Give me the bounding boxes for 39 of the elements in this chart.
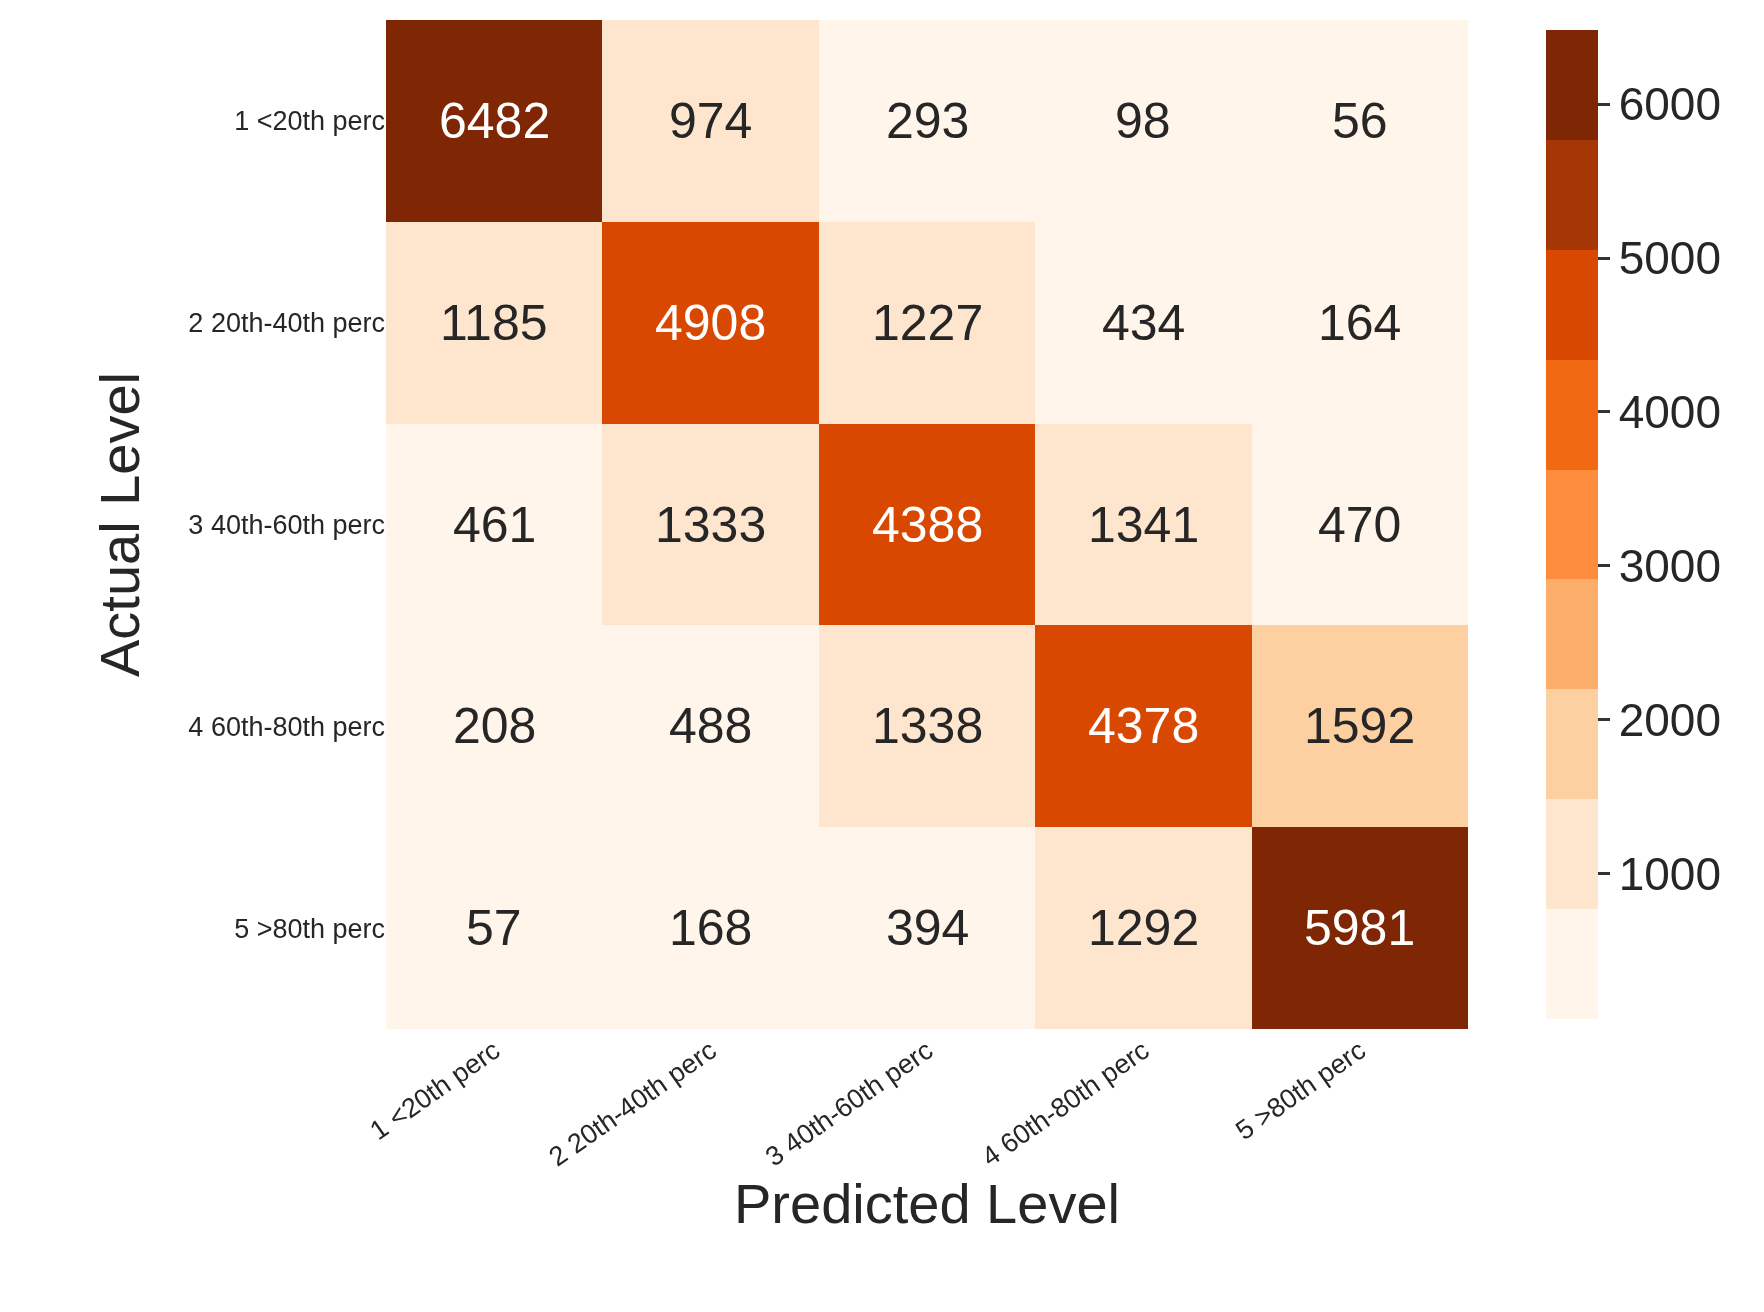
x-axis-title: Predicted Level (733, 1172, 1121, 1236)
y-tick-label: 2 20th-40th perc (188, 308, 385, 339)
data-label: 1338 (872, 698, 984, 754)
color-bar-label: 6000 (1618, 78, 1722, 131)
data-label: 434 (1102, 295, 1186, 351)
data-label: 208 (453, 698, 537, 754)
color-bar-label: 2000 (1618, 693, 1722, 746)
data-label: 394 (886, 900, 970, 956)
data-label: 1592 (1304, 698, 1416, 754)
data-label: 1333 (655, 497, 767, 553)
data-label: 57 (466, 900, 522, 956)
data-label: 1185 (440, 295, 548, 351)
data-label: 164 (1318, 295, 1402, 351)
data-label: 1227 (872, 295, 984, 351)
data-label: 4378 (1088, 698, 1200, 754)
y-tick-label: 4 60th-80th perc (188, 711, 385, 742)
data-label: 98 (1115, 93, 1171, 149)
data-label: 5981 (1304, 900, 1416, 956)
data-label: 56 (1332, 93, 1388, 149)
color-bar-label: 4000 (1618, 386, 1722, 439)
data-label: 293 (886, 93, 970, 149)
data-label: 470 (1318, 497, 1402, 553)
data-label: 1292 (1088, 900, 1200, 956)
data-label: 1341 (1088, 497, 1200, 553)
data-label: 461 (453, 497, 537, 553)
data-label: 168 (669, 900, 753, 956)
y-tick-label: 5 >80th perc (234, 913, 385, 944)
data-label: 4908 (655, 295, 767, 351)
data-label: 488 (669, 698, 753, 754)
x-tick-label: 1 <20th perc (364, 1034, 506, 1147)
y-axis-title: Actual Level (88, 371, 152, 678)
data-label: 4388 (872, 497, 984, 553)
y-tick-label: 3 40th-60th perc (188, 509, 385, 540)
color-bar-label: 1000 (1618, 847, 1722, 900)
color-bar-label: 5000 (1618, 232, 1722, 285)
color-bar-label: 3000 (1618, 540, 1722, 592)
data-label: 6482 (439, 93, 551, 149)
y-tick-label: 1 <20th perc (234, 106, 385, 137)
data-label: 974 (669, 93, 753, 149)
